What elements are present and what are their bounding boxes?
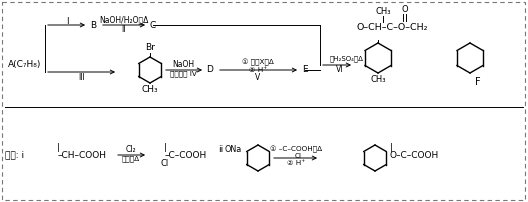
Text: Cl: Cl [161, 159, 169, 167]
Text: 浓H₂SO₄、Δ: 浓H₂SO₄、Δ [330, 56, 364, 62]
Text: |: | [390, 143, 392, 153]
Text: F: F [475, 77, 480, 87]
Text: C: C [150, 20, 156, 29]
Text: ONa: ONa [225, 145, 242, 155]
Text: |: | [56, 143, 60, 153]
Text: VI: VI [336, 65, 344, 75]
Text: D: D [206, 65, 213, 75]
Text: O: O [402, 5, 408, 15]
Text: ② H⁺: ② H⁺ [249, 67, 267, 73]
Text: NaOH/H₂O、Δ: NaOH/H₂O、Δ [99, 15, 149, 24]
Text: Cl₂: Cl₂ [126, 144, 136, 154]
Text: ii: ii [218, 145, 223, 155]
Text: III: III [79, 73, 86, 81]
Text: ① –C–COOH、Δ: ① –C–COOH、Δ [270, 145, 322, 153]
Text: Br: Br [145, 43, 155, 53]
Text: –C–COOH: –C–COOH [165, 150, 208, 160]
Text: Cl: Cl [295, 153, 301, 159]
Text: CH₃: CH₃ [370, 76, 386, 84]
Text: ② H⁺: ② H⁺ [287, 160, 305, 166]
Text: 红磷、Δ: 红磷、Δ [122, 156, 140, 162]
Text: O–CH–C–O–CH₂: O–CH–C–O–CH₂ [356, 23, 428, 33]
Text: E: E [302, 65, 308, 75]
Text: I: I [66, 17, 68, 25]
Text: |: | [164, 143, 166, 153]
Text: B: B [90, 20, 96, 29]
Text: CH₃: CH₃ [375, 7, 391, 17]
Text: V: V [256, 73, 261, 81]
Text: 已知: i: 已知: i [5, 150, 24, 160]
Text: CH₃: CH₃ [142, 85, 158, 95]
Text: 一定条件 IV: 一定条件 IV [169, 71, 196, 77]
Text: ① 试剑X、Δ: ① 试剑X、Δ [242, 58, 274, 66]
Text: II: II [122, 24, 126, 34]
Text: O–C–COOH: O–C–COOH [389, 152, 438, 161]
Text: NaOH: NaOH [172, 60, 194, 69]
Text: –CH–COOH: –CH–COOH [58, 150, 107, 160]
Text: A(C₇H₈): A(C₇H₈) [8, 61, 41, 69]
